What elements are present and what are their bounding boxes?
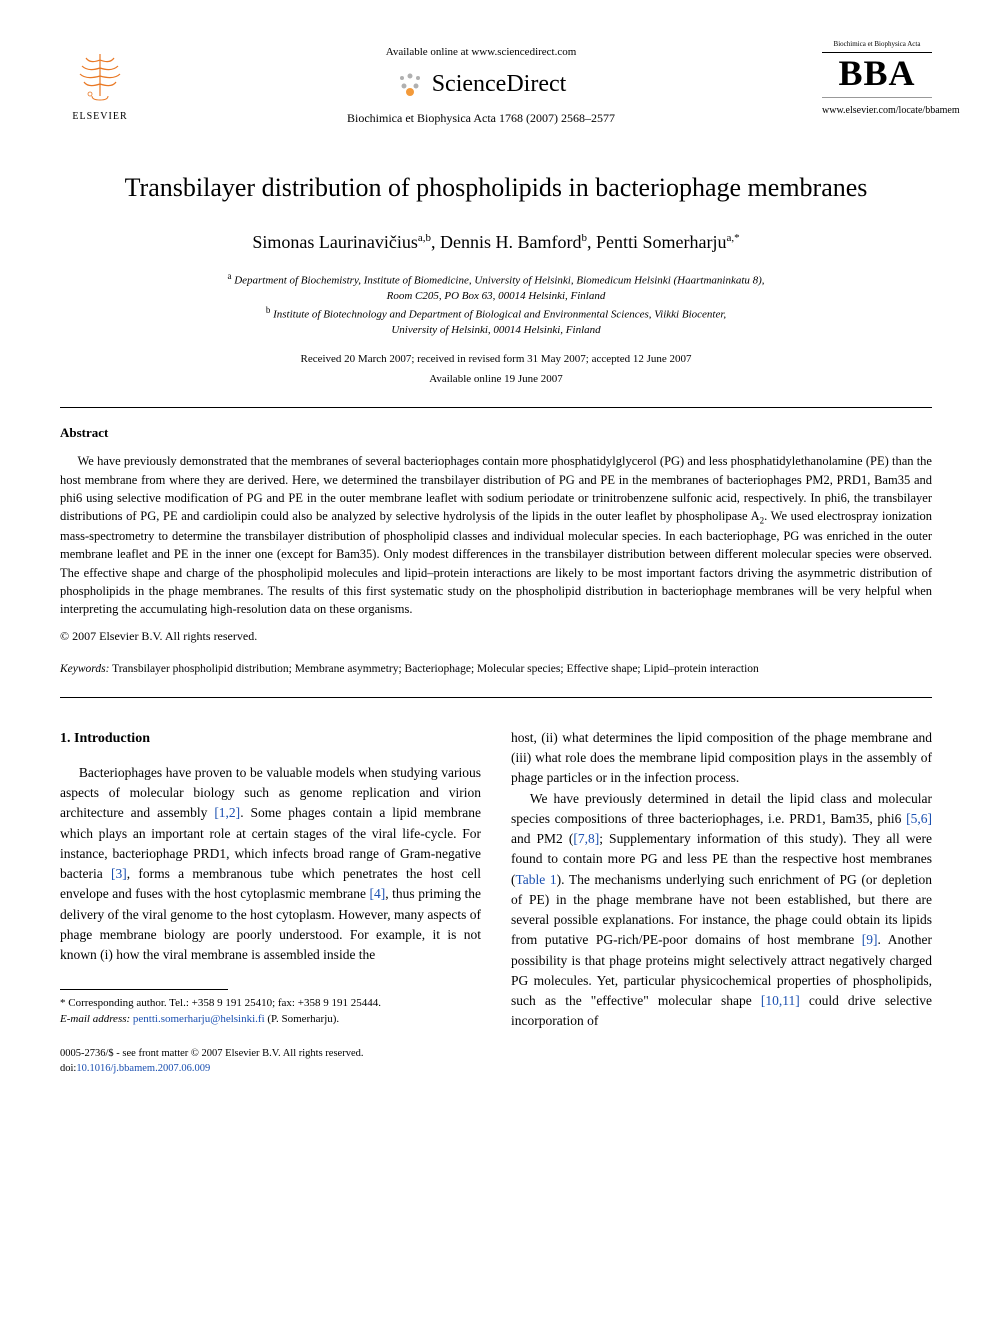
footnote-divider (60, 989, 228, 990)
dates-received: Received 20 March 2007; received in revi… (60, 352, 932, 367)
body-columns: 1. Introduction Bacteriophages have prov… (60, 728, 932, 1077)
elsevier-logo: ELSEVIER (60, 40, 140, 130)
ref-5-6[interactable]: [5,6] (906, 811, 932, 826)
abstract-heading: Abstract (60, 424, 932, 442)
issn-line: 0005-2736/$ - see front matter © 2007 El… (60, 1047, 481, 1062)
journal-ref: Biochimica et Biophysica Acta 1768 (2007… (140, 110, 822, 127)
available-online: Available online at www.sciencedirect.co… (140, 45, 822, 60)
ref-1-2[interactable]: [1,2] (214, 805, 240, 820)
column-left: 1. Introduction Bacteriophages have prov… (60, 728, 481, 1077)
author-3-marks: a, (726, 232, 734, 244)
abstract-text: We have previously demonstrated that the… (60, 452, 932, 618)
intro-col2-p1: host, (ii) what determines the lipid com… (511, 728, 932, 789)
keywords-text: Transbilayer phospholipid distribution; … (109, 663, 758, 675)
column-right: host, (ii) what determines the lipid com… (511, 728, 932, 1077)
author-1-marks: a,b (418, 232, 431, 244)
ref-7-8[interactable]: [7,8] (573, 831, 599, 846)
doi-link[interactable]: 10.1016/j.bbamem.2007.06.009 (76, 1063, 210, 1074)
bba-logo: Biochimica et Biophysica Acta BBA www.el… (822, 40, 932, 118)
affil-a-line1: Department of Biochemistry, Institute of… (231, 274, 764, 286)
sciencedirect-row: ScienceDirect (140, 68, 822, 102)
doi-label: doi: (60, 1063, 76, 1074)
affil-a-line2: Room C205, PO Box 63, 00014 Helsinki, Fi… (387, 290, 606, 302)
author-2: , Dennis H. Bamford (431, 232, 581, 252)
author-1: Simonas Laurinavičius (252, 232, 417, 252)
intro-heading: 1. Introduction (60, 728, 481, 749)
corresponding-footnote: * Corresponding author. Tel.: +358 9 191… (60, 996, 481, 1027)
footnote-corr: Corresponding author. Tel.: +358 9 191 2… (66, 997, 381, 1009)
header-center: Available online at www.sciencedirect.co… (140, 40, 822, 127)
footnote-email-label: E-mail address: (60, 1013, 130, 1025)
abstract-copyright: © 2007 Elsevier B.V. All rights reserved… (60, 628, 932, 645)
table-1-link[interactable]: Table 1 (516, 872, 557, 887)
bottom-meta: 0005-2736/$ - see front matter © 2007 El… (60, 1047, 481, 1076)
sciencedirect-text: ScienceDirect (432, 68, 567, 102)
intro-c2-a: We have previously determined in detail … (511, 791, 932, 826)
sciencedirect-icon (396, 70, 426, 100)
abstract-p1b: . We used electrospray ionization mass-s… (60, 509, 932, 616)
affil-b-line2: University of Helsinki, 00014 Helsinki, … (391, 324, 600, 336)
intro-col2-p2: We have previously determined in detail … (511, 789, 932, 1032)
dates-online: Available online 19 June 2007 (60, 372, 932, 387)
author-3: , Pentti Somerharju (587, 232, 726, 252)
ref-4[interactable]: [4] (370, 886, 386, 901)
doi-line: doi:10.1016/j.bbamem.2007.06.009 (60, 1062, 481, 1077)
divider-1 (60, 407, 932, 408)
intro-c2-b: and PM2 ( (511, 831, 573, 846)
intro-col1-p1: Bacteriophages have proven to be valuabl… (60, 763, 481, 966)
author-3-star: * (734, 232, 740, 244)
footnote-email[interactable]: pentti.somerharju@helsinki.fi (130, 1013, 264, 1025)
keywords: Keywords: Transbilayer phospholipid dist… (60, 661, 932, 677)
bba-url: www.elsevier.com/locate/bbamem (822, 104, 932, 118)
bba-acronym: BBA (822, 55, 932, 91)
affiliations: a Department of Biochemistry, Institute … (60, 270, 932, 339)
bba-rule (822, 97, 932, 98)
footnote-email-tail: (P. Somerharju). (265, 1013, 340, 1025)
elsevier-tree-icon (70, 46, 130, 106)
ref-9[interactable]: [9] (862, 932, 878, 947)
divider-2 (60, 697, 932, 698)
elsevier-label: ELSEVIER (72, 110, 127, 124)
article-title: Transbilayer distribution of phospholipi… (60, 170, 932, 206)
bba-journal-name: Biochimica et Biophysica Acta (822, 40, 932, 53)
ref-10-11[interactable]: [10,11] (761, 993, 800, 1008)
affil-b-line1: Institute of Biotechnology and Departmen… (270, 309, 726, 321)
keywords-label: Keywords: (60, 663, 109, 675)
authors-line: Simonas Laurinavičiusa,b, Dennis H. Bamf… (60, 230, 932, 255)
header-top: ELSEVIER Available online at www.science… (60, 40, 932, 130)
ref-3[interactable]: [3] (111, 866, 127, 881)
